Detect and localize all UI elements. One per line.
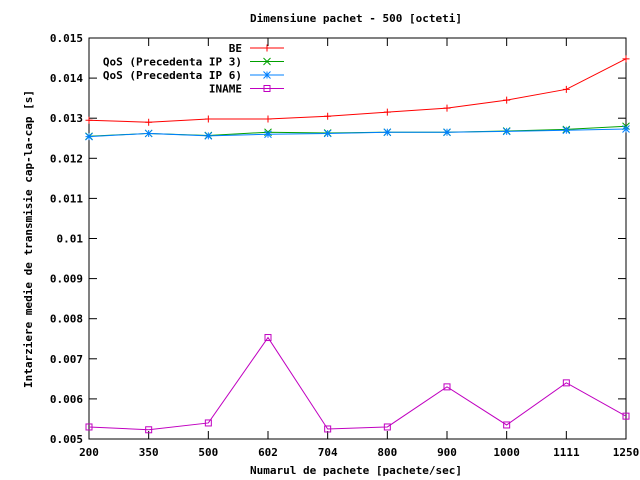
data-point	[145, 118, 153, 126]
data-point	[204, 419, 212, 427]
data-point	[443, 383, 451, 391]
legend-marker	[263, 57, 271, 66]
series-line	[88, 336, 627, 431]
y-tick-label: 0.008	[50, 313, 83, 326]
data-point	[204, 131, 213, 140]
legend-marker	[263, 85, 271, 92]
series-2	[85, 125, 630, 141]
y-tick-label: 0.012	[50, 152, 83, 165]
y-axis-label: Intarziere medie de transmisie cap-la-ca…	[22, 90, 35, 388]
data-point	[264, 130, 272, 139]
x-tick-label: 1111	[553, 446, 580, 459]
x-axis-label: Numarul de pachete [pachete/sec]	[250, 464, 462, 477]
data-point	[85, 116, 93, 124]
x-tick-label: 900	[437, 446, 457, 459]
series-line	[88, 128, 627, 138]
data-point	[383, 423, 391, 431]
series-1	[85, 122, 630, 141]
data-point	[622, 412, 630, 420]
legend-marker	[263, 44, 271, 52]
y-tick-label: 0.007	[50, 353, 83, 366]
x-tick-label: 1000	[493, 446, 520, 459]
x-tick-label: 704	[318, 446, 338, 459]
data-point	[264, 115, 272, 123]
data-point	[443, 104, 451, 112]
data-point	[562, 379, 570, 387]
data-point	[204, 115, 212, 123]
data-point	[264, 334, 272, 342]
data-point	[144, 129, 153, 138]
legend-label: QoS (Precedenta IP 3)	[103, 56, 242, 69]
data-point	[324, 112, 332, 120]
y-tick-label: 0.014	[50, 72, 83, 85]
series-lines	[85, 55, 630, 434]
series-0	[85, 55, 630, 126]
data-point	[324, 425, 332, 433]
series-line	[88, 58, 627, 123]
legend-label: INAME	[209, 83, 242, 96]
plot-frame	[88, 37, 627, 440]
data-point	[383, 108, 391, 116]
y-tick-label: 0.013	[50, 112, 83, 125]
x-tick-label: 350	[139, 446, 159, 459]
data-point	[503, 421, 511, 429]
x-tick-label: 602	[258, 446, 278, 459]
data-point	[622, 125, 630, 133]
data-point	[562, 85, 570, 93]
data-point	[502, 127, 511, 136]
data-point	[85, 423, 93, 431]
data-point	[503, 96, 511, 104]
y-tick-label: 0.01	[57, 233, 84, 246]
y-tick-label: 0.006	[50, 393, 83, 406]
data-point	[622, 55, 630, 63]
y-tick-label: 0.009	[50, 273, 83, 286]
data-point	[85, 132, 93, 141]
x-tick-label: 500	[198, 446, 218, 459]
x-tick-label: 1250	[613, 446, 640, 459]
legend-marker	[263, 71, 271, 79]
y-tick-label: 0.015	[50, 32, 83, 45]
y-tick-label: 0.005	[50, 433, 83, 446]
data-point	[145, 426, 153, 434]
chart-title: Dimensiune pachet - 500 [octeti]	[250, 12, 462, 25]
x-tick-label: 800	[377, 446, 397, 459]
y-tick-label: 0.011	[50, 192, 83, 205]
data-point	[383, 128, 392, 137]
legend-label: QoS (Precedenta IP 6)	[103, 69, 242, 82]
data-point	[562, 126, 571, 135]
axis-ticks: 0.005 0.006 0.007 0.008 0.009 0.01 0.011 0.012 0…	[50, 32, 639, 459]
data-point	[443, 128, 451, 137]
series-3	[85, 334, 630, 434]
x-tick-label: 200	[79, 446, 99, 459]
data-point	[323, 129, 332, 138]
legend-label: BE	[229, 42, 242, 55]
